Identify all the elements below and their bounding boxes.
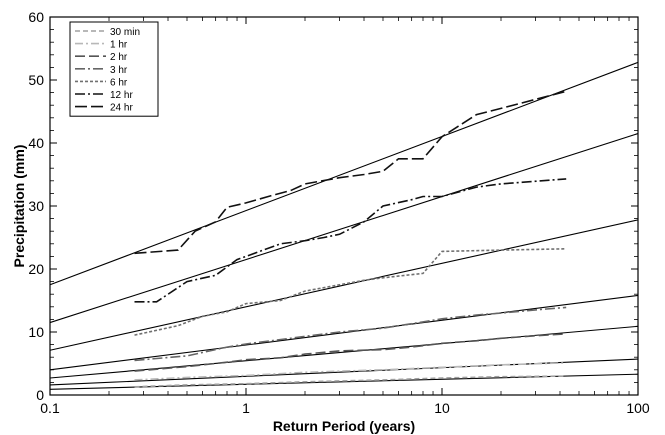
legend: 30 min 1 hr2 hr 3 hr6 hr 12 hr 24 hr	[69, 21, 159, 117]
x-tick-label: 0.1	[40, 400, 60, 416]
series-line-3	[134, 306, 567, 362]
fit-line-5	[49, 133, 639, 324]
series-line-0	[134, 375, 567, 388]
fit-line-3	[49, 294, 639, 371]
legend-label-4: 6 hr	[110, 77, 128, 88]
y-axis-title: Precipitation (mm)	[11, 145, 27, 268]
axis-ticks: 0.1 1 10 100 0 10 20 30 40 50 60	[28, 9, 649, 416]
x-axis-title: Return Period (years)	[273, 418, 415, 434]
x-tick-label: 1	[242, 400, 250, 416]
y-tick-label: 10	[28, 324, 44, 340]
series-lines	[134, 90, 567, 388]
y-tick-label: 40	[28, 135, 44, 151]
fit-lines	[49, 61, 639, 390]
y-tick-label: 50	[28, 72, 44, 88]
series-line-2	[134, 333, 567, 372]
series-line-4	[134, 248, 567, 336]
series-line-1	[134, 362, 567, 381]
y-tick-label: 60	[28, 9, 44, 25]
series-line-6	[134, 90, 567, 255]
x-tick-label: 100	[626, 400, 650, 416]
fit-line-6	[49, 61, 639, 286]
legend-label-6: 24 hr	[110, 103, 133, 114]
fit-line-0	[49, 373, 639, 390]
legend-label-2: 2 hr	[110, 52, 128, 63]
y-tick-label: 30	[28, 198, 44, 214]
series-line-5	[134, 178, 567, 303]
legend-label-5: 12 hr	[110, 90, 133, 101]
y-tick-label: 0	[36, 387, 44, 403]
legend-label-0: 30 min	[110, 27, 140, 38]
x-tick-label: 10	[434, 400, 450, 416]
legend-label-1: 1 hr	[110, 40, 128, 51]
y-tick-label: 20	[28, 261, 44, 277]
legend-label-3: 3 hr	[110, 65, 128, 76]
fit-line-4	[49, 219, 639, 351]
